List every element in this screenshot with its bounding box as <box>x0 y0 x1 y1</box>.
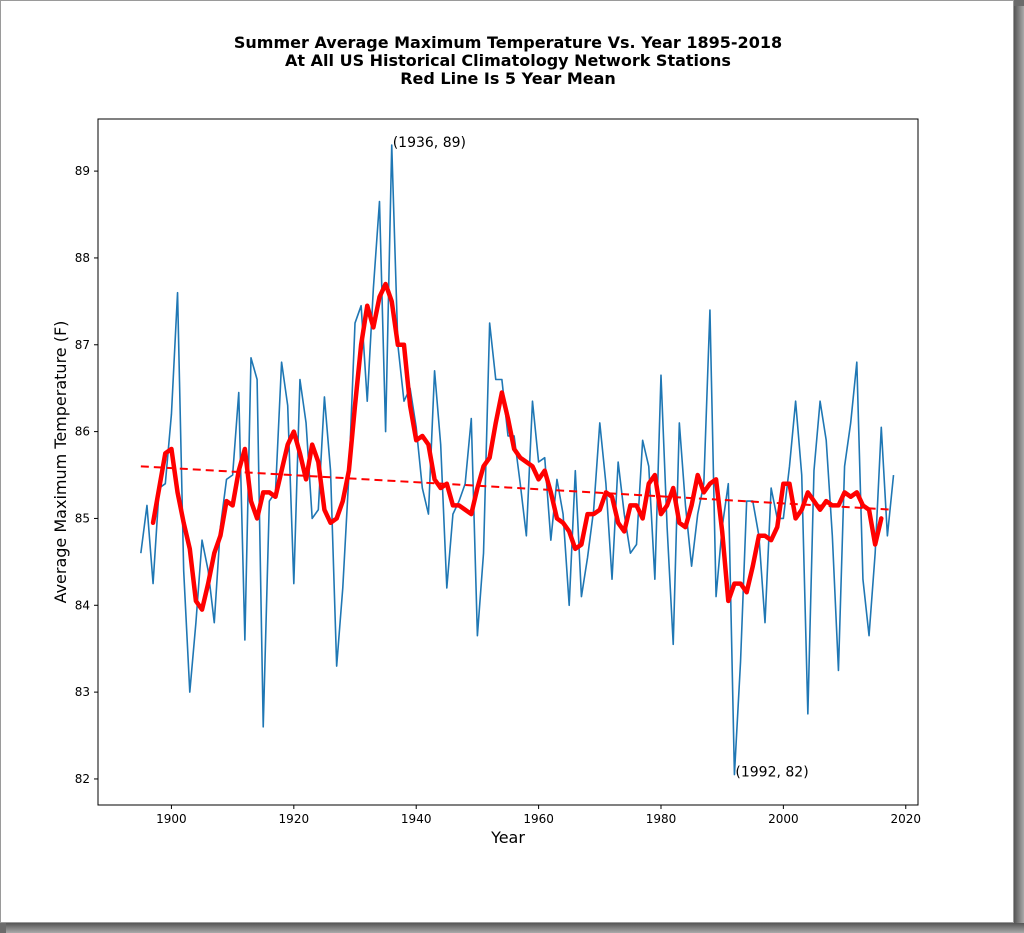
x-tick-label: 2020 <box>890 812 921 826</box>
annotations: (1936, 89) (1992, 82) <box>393 135 809 781</box>
window-shadow-right <box>1014 6 1024 933</box>
trend-line <box>140 465 894 511</box>
chart-title-line-3: Red Line Is 5 Year Mean <box>400 69 616 88</box>
chart-title-line-2: At All US Historical Climatology Network… <box>285 51 731 70</box>
annual-temperature-line <box>140 144 895 776</box>
y-tick-label: 87 <box>75 338 90 352</box>
x-tick-label: 1940 <box>401 812 432 826</box>
x-tick-label: 1900 <box>156 812 187 826</box>
x-tick-label: 1960 <box>523 812 554 826</box>
x-tick-label: 2000 <box>768 812 799 826</box>
y-tick-label: 82 <box>75 772 90 786</box>
five-year-mean-line <box>150 281 884 612</box>
y-tick-label: 83 <box>75 685 90 699</box>
chart: Summer Average Maximum Temperature Vs. Y… <box>51 33 921 847</box>
y-tick-label: 86 <box>75 425 90 439</box>
plot-marks <box>140 144 895 776</box>
x-tick-label: 1980 <box>646 812 677 826</box>
y-tick-label: 85 <box>75 511 90 525</box>
x-axis-label: Year <box>490 828 525 847</box>
window-shadow-bottom <box>6 923 1024 933</box>
y-axis-label: Average Maximum Temperature (F) <box>51 321 70 604</box>
peak-annotation: (1992, 82) <box>735 765 808 781</box>
x-tick-label: 1920 <box>279 812 310 826</box>
y-tick-label: 89 <box>75 164 90 178</box>
plot-frame <box>97 118 919 806</box>
y-tick-label: 88 <box>75 251 90 265</box>
x-axis-ticks: 1900 1920 1940 1960 1980 2000 2020 <box>156 805 921 826</box>
chart-title-line-1: Summer Average Maximum Temperature Vs. Y… <box>234 33 782 52</box>
peak-annotation: (1936, 89) <box>393 135 466 151</box>
y-axis-ticks: 82 83 84 85 86 87 88 89 <box>75 164 98 786</box>
y-tick-label: 84 <box>75 598 90 612</box>
